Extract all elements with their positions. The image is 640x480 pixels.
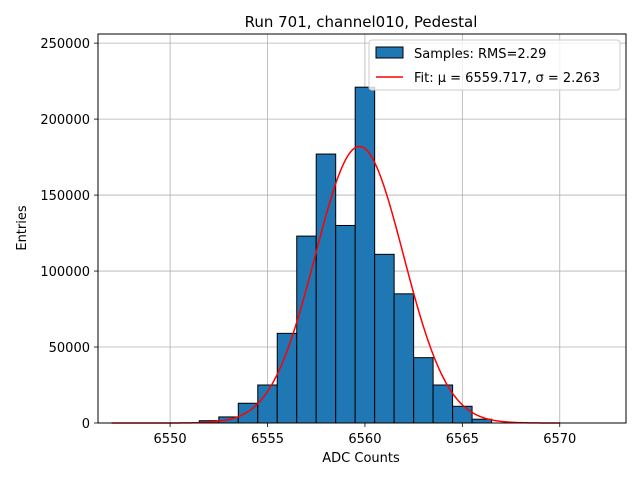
- legend-box: [368, 39, 621, 91]
- x-axis-label: ADC Counts: [322, 451, 400, 466]
- histogram-bar: [432, 384, 454, 424]
- x-tick-label: 6550: [154, 432, 187, 447]
- histogram-bar: [374, 253, 395, 424]
- y-tick-label: 250000: [40, 37, 90, 52]
- histogram-bars: [198, 86, 493, 424]
- legend-label-samples: Samples: RMS=2.29: [414, 47, 546, 62]
- histogram-bar: [413, 357, 434, 424]
- y-axis-label: Entries: [15, 205, 30, 251]
- histogram-bar: [354, 86, 376, 424]
- plot-frame: [97, 33, 627, 424]
- y-axis-ticks: 0 50000 100000 150000 200000 250000: [40, 37, 98, 432]
- y-tick-label: 0: [82, 417, 90, 432]
- x-tick-label: 6565: [446, 432, 479, 447]
- histogram-bar: [335, 224, 356, 424]
- legend-swatch-samples: [375, 46, 404, 59]
- x-tick-label: 6570: [543, 432, 576, 447]
- histogram-bar: [452, 405, 473, 424]
- y-tick-label: 200000: [40, 113, 90, 128]
- y-tick-label: 50000: [49, 341, 90, 356]
- histogram-bar: [393, 293, 415, 424]
- legend: Samples: RMS=2.29 Fit: μ = 6559.717, σ =…: [368, 39, 621, 91]
- y-tick-label: 100000: [40, 265, 90, 280]
- x-axis-ticks: 6550 6555 6560 6565 6570: [154, 423, 576, 447]
- y-tick-label: 150000: [40, 189, 90, 204]
- histogram-bar: [276, 332, 298, 424]
- x-tick-label: 6560: [348, 432, 381, 447]
- legend-label-fit: Fit: μ = 6559.717, σ = 2.263: [414, 71, 600, 86]
- x-tick-label: 6555: [251, 432, 284, 447]
- chart-title: Run 701, channel010, Pedestal: [245, 13, 478, 31]
